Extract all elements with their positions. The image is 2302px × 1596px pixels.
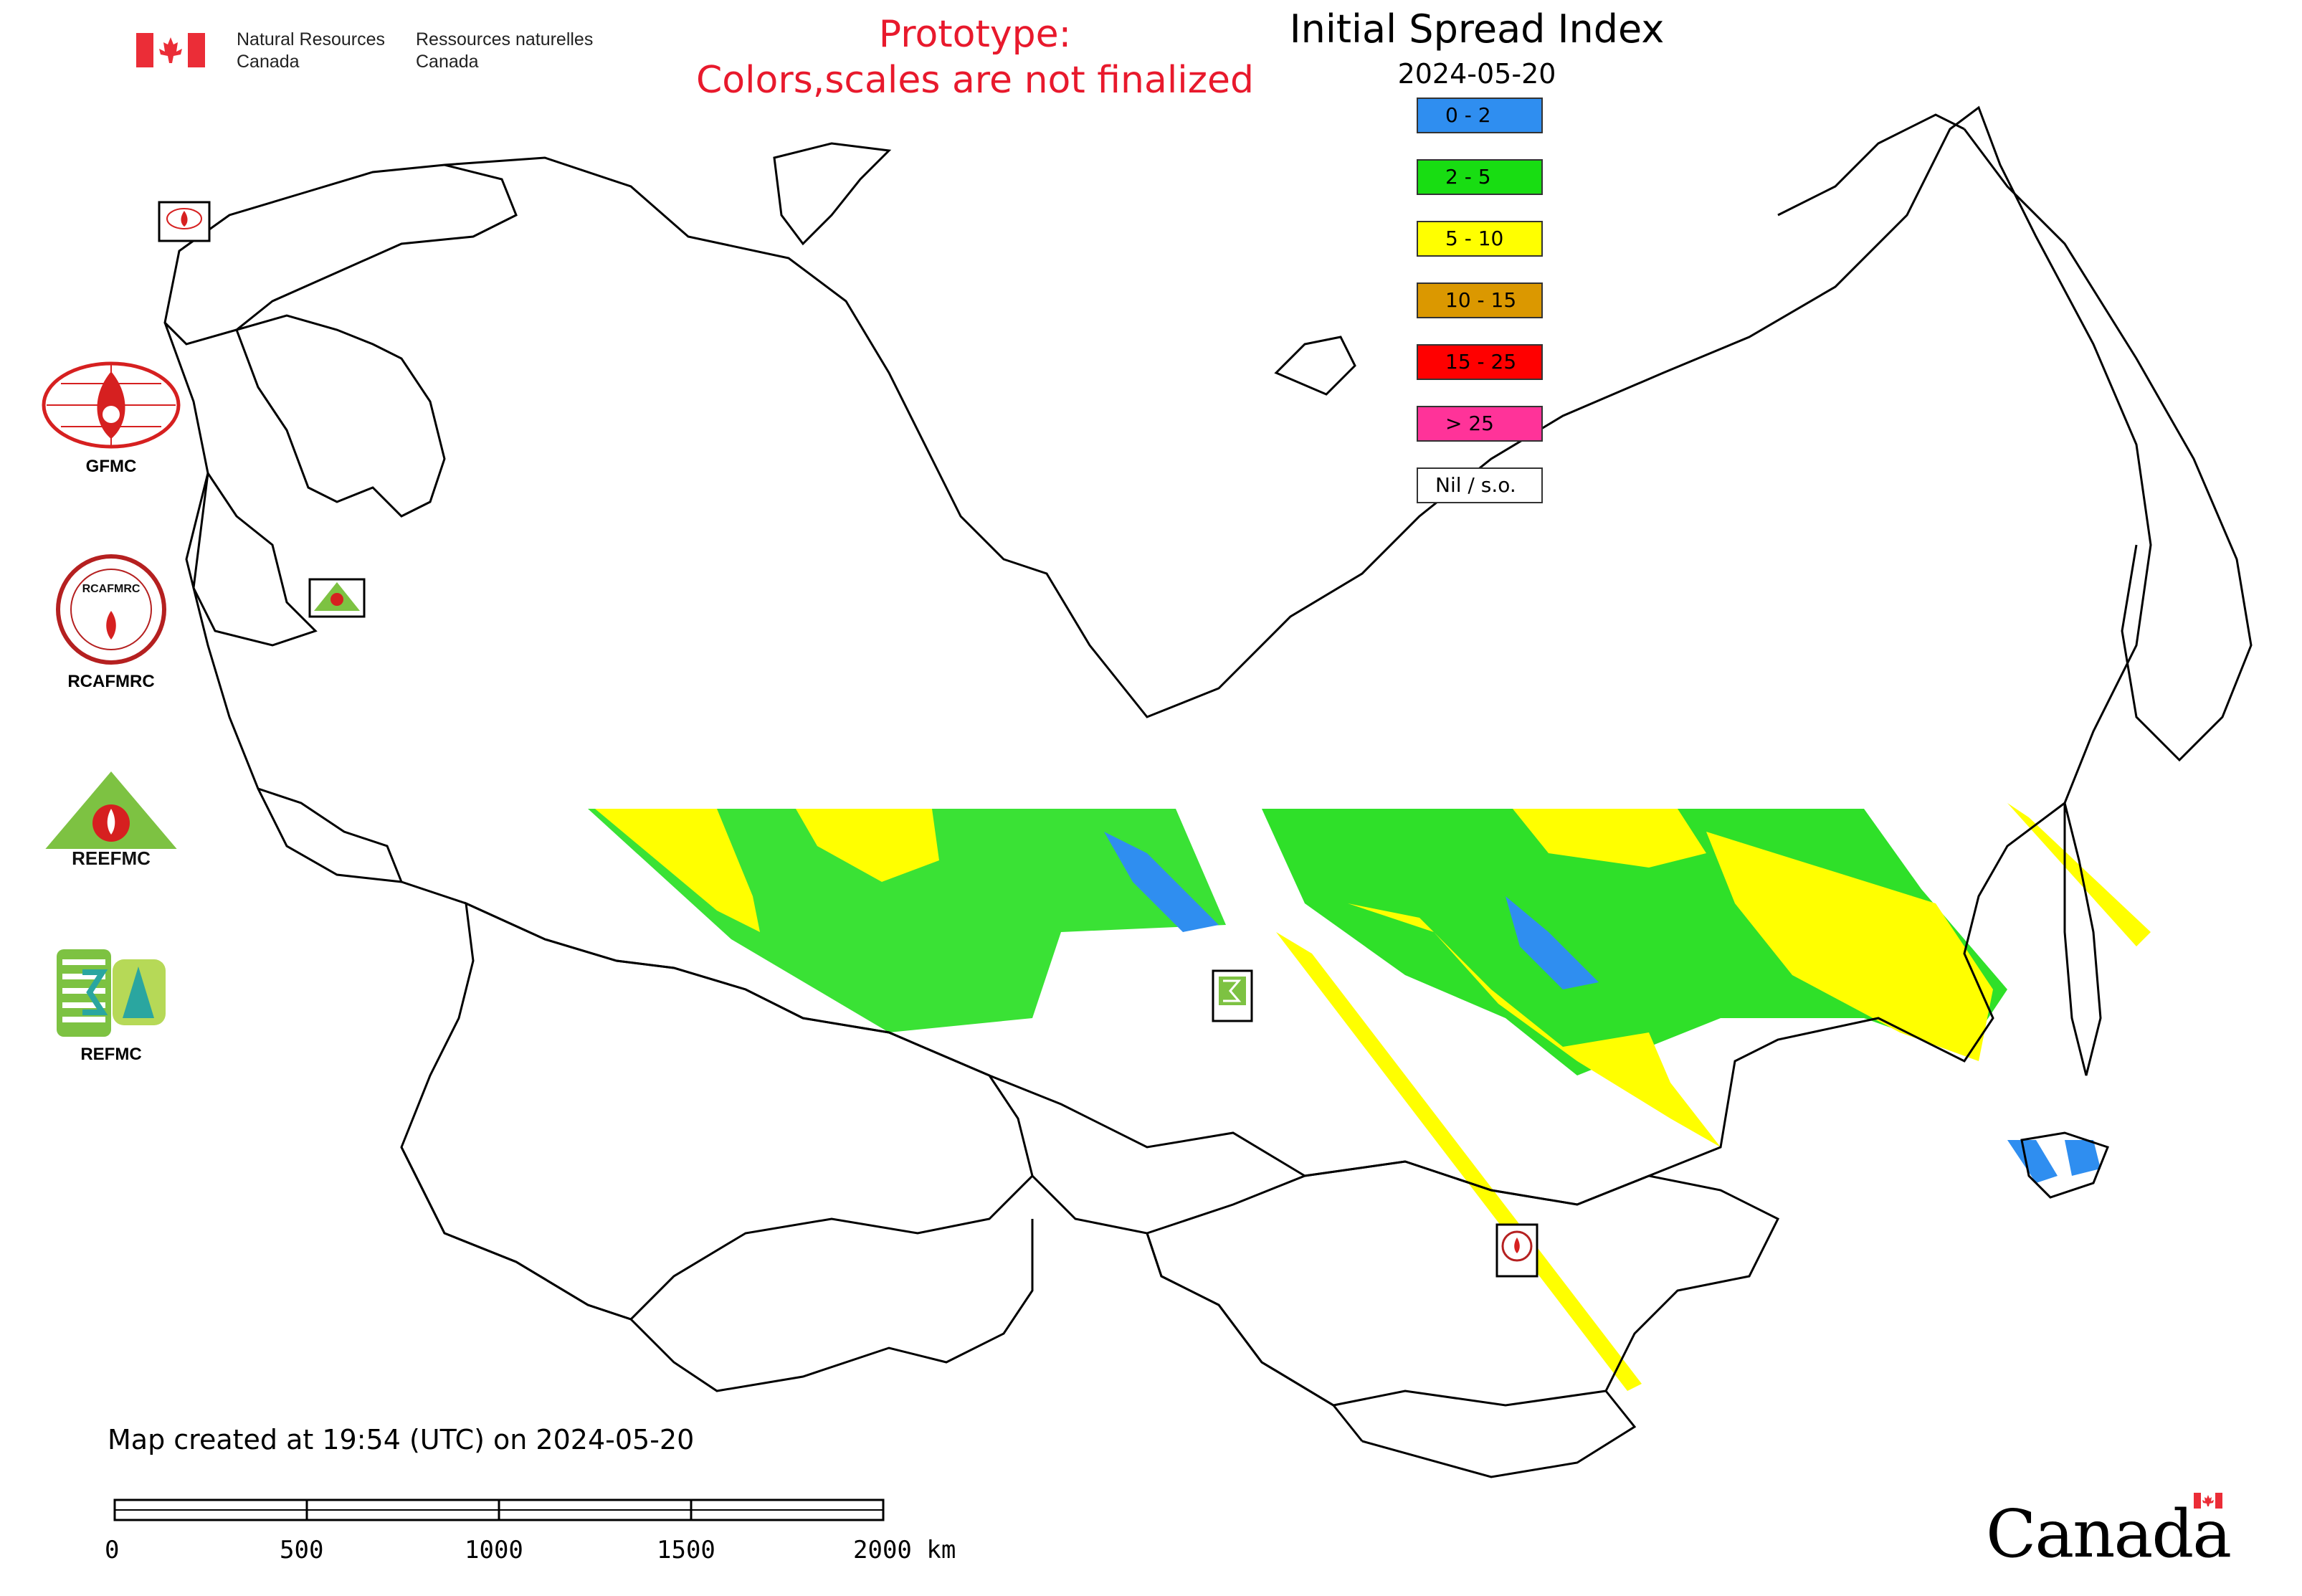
map-markers xyxy=(158,201,1538,1278)
legend-item-5-10: 5 - 10 xyxy=(1417,221,1543,257)
prototype-line1: Prototype: xyxy=(878,13,1072,56)
legend-label: 2 - 5 xyxy=(1445,165,1491,189)
legend-item-15-25: 15 - 25 xyxy=(1417,344,1543,380)
isi-coverage xyxy=(588,803,2151,1391)
novaya-zemlya-outline xyxy=(773,142,892,246)
svg-text:REEFMC: REEFMC xyxy=(72,847,151,869)
isi-area-central-yellow-3 xyxy=(1706,832,1993,1061)
kazakhstan-outline xyxy=(400,901,1034,1321)
wordmark-flag-icon xyxy=(2194,1493,2222,1509)
central-asia-outline xyxy=(400,1146,1034,1392)
legend-label: 15 - 25 xyxy=(1445,350,1517,374)
caucasus-outline xyxy=(257,787,403,883)
canada-wordmark: Canada xyxy=(1986,1491,2232,1572)
sakhalin-outline xyxy=(2063,802,2102,1076)
hokkaido-outline xyxy=(2020,1131,2109,1199)
legend-label: 5 - 10 xyxy=(1445,227,1504,250)
isi-area-sakhalin-blue xyxy=(2007,1140,2058,1183)
rcafmrc-logo[interactable]: RCAFMRC RCAFMRC xyxy=(29,552,194,693)
chukotka-outline xyxy=(1777,113,1965,217)
legend-item-nil: Nil / s.o. xyxy=(1417,467,1543,503)
ukraine-outline xyxy=(192,470,318,647)
map-title-block: Initial Spread Index 2024-05-20 xyxy=(1262,3,1692,92)
nrcan-signature: Natural Resources Canada Ressources natu… xyxy=(136,29,609,72)
severnaya-zemlya-outline xyxy=(1274,336,1356,396)
scale-bar: 0 500 1000 1500 2000 km xyxy=(100,1498,982,1577)
reefmc-logo-icon: REEFMC xyxy=(42,771,181,869)
isi-area-western-yellow xyxy=(595,809,760,932)
eastern-europe-outline xyxy=(235,314,446,518)
legend-item-0-2: 0 - 2 xyxy=(1417,98,1543,133)
scale-bar-graphic xyxy=(113,1498,885,1521)
isi-area-central-yellow-2 xyxy=(1513,809,1706,868)
country-outlines xyxy=(163,105,2253,1478)
legend-label: Nil / s.o. xyxy=(1435,473,1516,497)
refmc-label: REFMC xyxy=(80,1045,142,1064)
legend-item-over-25: > 25 xyxy=(1417,406,1543,442)
isi-area-western-blue xyxy=(1104,832,1219,932)
prototype-line2: Colors,scales are not finalized xyxy=(695,59,1255,102)
gfmc-logo-icon xyxy=(42,361,181,449)
scale-label-500: 500 xyxy=(280,1536,324,1564)
gfmc-marker-icon[interactable] xyxy=(158,201,211,242)
legend-item-2-5: 2 - 5 xyxy=(1417,159,1543,195)
mongolia-outline xyxy=(1146,1160,1780,1407)
department-name-french: Ressources naturelles Canada xyxy=(416,29,593,73)
map-created-timestamp: Map created at 19:54 (UTC) on 2024-05-20 xyxy=(108,1424,695,1455)
dept-fr-line2: Canada xyxy=(416,52,479,72)
department-name-english: Natural Resources Canada xyxy=(237,29,385,73)
isi-area-central-yellow xyxy=(1348,903,1721,1147)
rcafmrc-marker-icon[interactable] xyxy=(1495,1223,1538,1278)
china-outline xyxy=(1031,1174,1637,1478)
prototype-notice: Prototype: Colors,scales are not finaliz… xyxy=(660,11,1290,103)
rcafmrc-logo-icon: RCAFMRC xyxy=(56,554,166,665)
isi-area-hokkaido-blue xyxy=(2065,1140,2101,1176)
legend-label: 10 - 15 xyxy=(1445,288,1517,312)
dept-en-line2: Canada xyxy=(237,52,300,72)
scale-label-2000: 2000 km xyxy=(853,1536,956,1564)
refmc-logo-icon xyxy=(57,949,166,1037)
isi-streaks-south xyxy=(1276,932,1642,1391)
isi-area-western-yellow-2 xyxy=(796,809,939,882)
scale-label-0: 0 xyxy=(105,1536,120,1564)
scandinavia-outline xyxy=(163,163,518,346)
svg-text:RCAFMRC: RCAFMRC xyxy=(82,583,141,595)
kamchatka-outline xyxy=(1963,128,2253,762)
refmc-marker-icon[interactable] xyxy=(1212,969,1253,1022)
legend-item-10-15: 10 - 15 xyxy=(1417,282,1543,318)
map-date: 2024-05-20 xyxy=(1397,58,1556,90)
map-title: Initial Spread Index xyxy=(1289,6,1665,52)
reefmc-logo[interactable]: REEFMC xyxy=(29,767,194,875)
legend-label: > 25 xyxy=(1445,412,1494,435)
dept-en-line1: Natural Resources xyxy=(237,29,386,49)
isi-area-central-blue xyxy=(1506,896,1599,989)
rcafmrc-label: RCAFMRC xyxy=(67,672,155,691)
scale-label-1500: 1500 xyxy=(657,1536,715,1564)
isi-area-western xyxy=(588,809,1226,1032)
russia-outline xyxy=(163,105,2152,1206)
isi-area-kamchatka xyxy=(2007,803,2151,946)
refmc-logo[interactable]: REFMC xyxy=(29,946,194,1065)
canada-flag-icon xyxy=(136,33,205,67)
legend-label: 0 - 2 xyxy=(1445,103,1491,127)
canada-wordmark-text: Canada xyxy=(1986,1496,2232,1572)
gfmc-label: GFMC xyxy=(85,457,137,476)
dept-fr-line1: Ressources naturelles xyxy=(416,29,594,49)
scale-label-1000: 1000 xyxy=(465,1536,523,1564)
reefmc-marker-icon[interactable] xyxy=(308,578,366,618)
gfmc-logo[interactable]: GFMC xyxy=(29,358,194,478)
